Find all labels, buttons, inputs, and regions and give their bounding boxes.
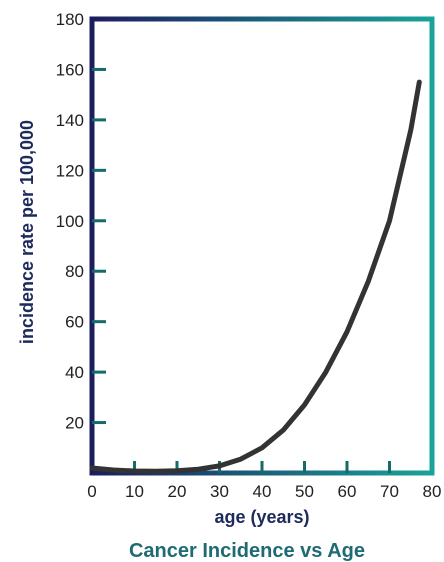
chart-title: Cancer Incidence vs Age <box>129 540 365 562</box>
x-tick-label: 10 <box>125 482 144 501</box>
y-tick-label: 20 <box>65 414 84 433</box>
y-tick-label: 160 <box>56 60 84 79</box>
x-tick-label: 40 <box>253 482 272 501</box>
x-tick-label: 20 <box>168 482 187 501</box>
y-tick-label: 140 <box>56 111 84 130</box>
series-lines <box>89 79 422 474</box>
y-axis-tick-labels: 20 40 60 80 100 120 140 160 180 <box>56 10 84 433</box>
y-axis-ticks <box>92 67 106 425</box>
x-tick-label: 50 <box>295 482 314 501</box>
x-tick-label: 70 <box>380 482 399 501</box>
y-tick-label: 120 <box>56 161 84 180</box>
x-tick-label: 80 <box>423 482 442 501</box>
y-tick-label: 100 <box>56 212 84 231</box>
y-axis-title: incidence rate per 100,000 <box>17 120 37 344</box>
y-tick-label: 40 <box>65 363 84 382</box>
x-tick-label: 60 <box>338 482 357 501</box>
x-axis-ticks <box>133 461 391 473</box>
series-line <box>89 79 422 474</box>
x-tick-label: 30 <box>210 482 229 501</box>
x-axis-tick-labels: 0 10 20 30 40 50 60 70 80 <box>87 482 441 501</box>
x-axis-title: age (years) <box>214 507 309 527</box>
y-tick-label: 60 <box>65 313 84 332</box>
x-tick-label: 0 <box>87 482 96 501</box>
y-tick-label: 180 <box>56 10 84 29</box>
y-tick-label: 80 <box>65 262 84 281</box>
